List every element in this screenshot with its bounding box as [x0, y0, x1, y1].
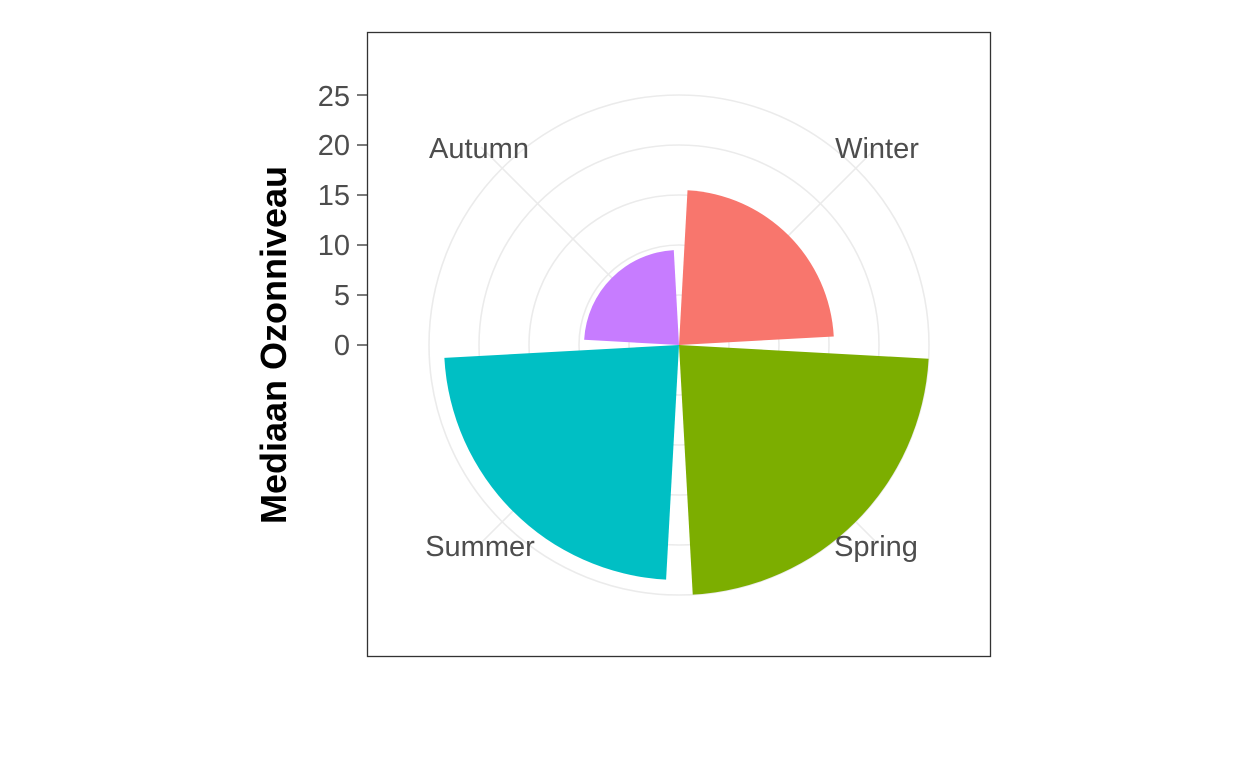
y-tick-label-25: 25	[318, 81, 350, 113]
y-tick-label-20: 20	[318, 130, 350, 162]
bar-autumn	[584, 250, 679, 345]
y-tick-label-5: 5	[334, 280, 350, 312]
grid-circle	[478, 144, 880, 546]
category-label-summer: Summer	[425, 531, 535, 563]
y-tick-label-0: 0	[334, 330, 350, 362]
bar-spring	[679, 345, 929, 595]
category-label-winter: Winter	[835, 133, 919, 165]
category-label-autumn: Autumn	[429, 133, 529, 165]
grid-circle	[528, 194, 830, 496]
y-tick-label-10: 10	[318, 230, 350, 262]
y-tick-label-15: 15	[318, 180, 350, 212]
y-axis: 0 5 10 15 20 25	[318, 81, 367, 362]
bars	[444, 190, 929, 595]
category-label-spring: Spring	[834, 531, 918, 563]
grid-circle	[628, 294, 730, 396]
y-axis-title: Mediaan Ozonniveau	[253, 166, 294, 524]
bar-winter	[679, 190, 834, 345]
bar-summer	[444, 345, 679, 580]
grid-circle	[578, 244, 780, 446]
grid-circle	[428, 94, 930, 596]
